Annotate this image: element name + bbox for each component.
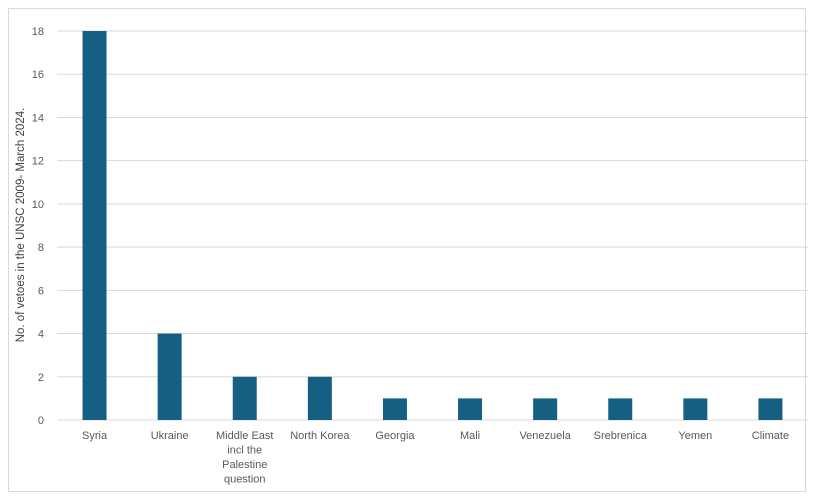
y-tick-label: 12 [32,156,44,168]
bar-mali [458,398,483,420]
y-tick-label: 4 [38,329,44,341]
x-tick-label: Middle East incl the Palestine question [216,430,273,486]
y-axis-label: No. of vetoes in the UNSC 2009- March 20… [15,108,27,343]
x-tick-label: Climate [752,430,789,442]
y-tick-label: 2 [38,372,44,384]
y-tick-label: 6 [38,285,44,297]
y-tick-label: 10 [32,199,44,211]
bar-middle-east-incl-the-palestine-question [232,376,257,420]
x-tick-label: North Korea [290,430,350,442]
x-tick-label: Mali [460,430,480,442]
bar-climate [758,398,783,420]
y-tick-labels: 0 2 4 6 8 10 12 14 16 18 [32,26,44,427]
y-tick-label: 8 [38,242,44,254]
bar-venezuela [533,398,558,420]
bar-ukraine [157,333,182,420]
bar-north-korea [307,376,332,420]
x-tick-label: Ukraine [151,430,189,442]
x-tick-label: Venezuela [519,430,571,442]
y-tick-label: 14 [32,112,44,124]
y-tick-label: 18 [32,26,44,38]
gridlines [57,30,808,421]
bar-georgia [382,398,407,420]
x-tick-label: Srebrenica [594,430,648,442]
y-tick-label: 16 [32,69,44,81]
x-tick-labels: Syria Ukraine Middle East incl the Palestine… [82,430,789,486]
bar-yemen [683,398,708,420]
chart-frame [8,8,806,492]
x-tick-label: Georgia [375,430,415,442]
bar-syria [82,31,107,420]
x-tick-label: Yemen [678,430,712,442]
y-tick-label: 0 [38,415,44,427]
bars [82,31,783,420]
bar-srebrenica [608,398,633,420]
x-tick-label: Syria [82,430,108,442]
